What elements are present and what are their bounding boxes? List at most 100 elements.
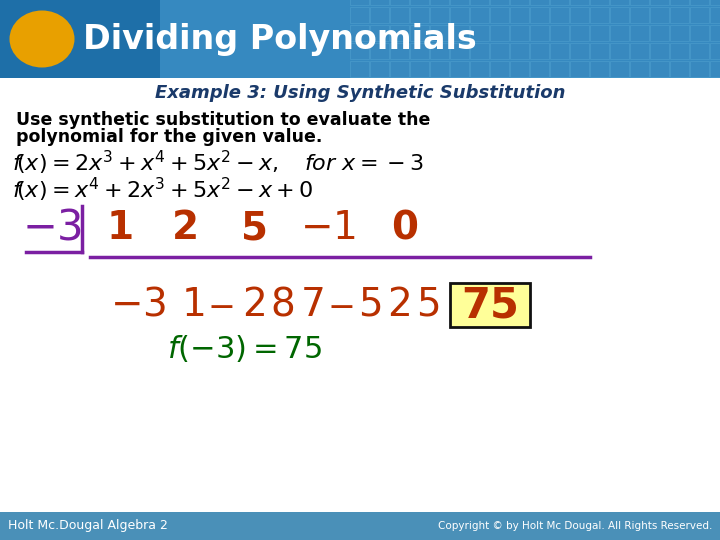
Bar [410,7,429,23]
Text: $f(-3)=75$: $f(-3)=75$ [168,333,323,363]
Bar [430,7,449,23]
Bar [470,61,489,77]
Bar [630,25,649,41]
Bar [550,7,569,23]
Ellipse shape [9,10,74,68]
Bar [510,43,529,59]
Bar [410,0,429,5]
Bar [530,25,549,41]
Bar [590,25,609,41]
Bar [450,0,469,5]
Bar [430,25,449,41]
Bar [410,61,429,77]
Bar [510,7,529,23]
Bar [610,0,629,5]
Bar [570,7,589,23]
Text: $-$: $-$ [207,288,233,321]
Bar [650,43,669,59]
Text: $-3$: $-3$ [110,286,166,324]
Text: Copyright © by Holt Mc Dougal. All Rights Reserved.: Copyright © by Holt Mc Dougal. All Right… [438,521,712,531]
Bar [370,43,389,59]
Bar [490,7,509,23]
Bar [530,7,549,23]
Text: 5: 5 [241,209,269,247]
FancyBboxPatch shape [160,0,720,78]
Bar [510,61,529,77]
Text: 1: 1 [107,209,134,247]
Bar [690,61,709,77]
Text: $f\!\left(x\right)=x^4+2x^3+5x^2-x+0$: $f\!\left(x\right)=x^4+2x^3+5x^2-x+0$ [12,176,313,204]
Text: 2: 2 [171,209,199,247]
Text: $5$: $5$ [359,286,382,324]
Bar [710,61,720,77]
Text: 75: 75 [461,284,519,326]
Bar [470,0,489,5]
Bar [370,0,389,5]
Bar [650,61,669,77]
Bar [490,25,509,41]
Bar [630,0,649,5]
Bar [350,61,369,77]
FancyBboxPatch shape [0,0,720,78]
Bar [570,61,589,77]
Bar [450,43,469,59]
Bar [390,0,409,5]
Text: Example 3: Using Synthetic Substitution: Example 3: Using Synthetic Substitution [155,84,565,102]
Text: $f\!\left(x\right)=2x^3+x^4+5x^2-x,$   for $x=-3$: $f\!\left(x\right)=2x^3+x^4+5x^2-x,$ for… [12,149,424,177]
Bar [470,43,489,59]
Bar [630,43,649,59]
Bar [530,0,549,5]
Text: $2$: $2$ [242,286,264,324]
Text: Holt Mc.Dougal Algebra 2: Holt Mc.Dougal Algebra 2 [8,519,168,532]
Bar [590,7,609,23]
Text: Use synthetic substitution to evaluate the: Use synthetic substitution to evaluate t… [16,111,431,129]
Bar [470,7,489,23]
Bar [450,7,469,23]
Bar [370,25,389,41]
Bar [650,0,669,5]
Bar [590,0,609,5]
Bar [710,25,720,41]
Bar [530,43,549,59]
Bar [490,0,509,5]
Bar [570,0,589,5]
Bar [670,25,689,41]
Bar [430,43,449,59]
Bar [650,25,669,41]
Bar [690,43,709,59]
Text: $5$: $5$ [416,286,440,324]
Bar [710,7,720,23]
Bar [410,43,429,59]
Bar [690,0,709,5]
Bar [530,61,549,77]
Bar [610,25,629,41]
Text: $2$: $2$ [387,286,410,324]
Bar [690,7,709,23]
Bar [390,43,409,59]
Bar [370,7,389,23]
Bar [370,61,389,77]
Bar [350,25,369,41]
Bar [550,61,569,77]
Text: $-1$: $-1$ [300,209,356,247]
Bar [450,25,469,41]
Bar [590,61,609,77]
Bar [550,43,569,59]
Bar [670,43,689,59]
Text: $-$: $-$ [327,288,354,321]
Bar [630,7,649,23]
Bar [490,43,509,59]
Bar [610,61,629,77]
Bar [570,43,589,59]
Bar [610,43,629,59]
Bar [410,25,429,41]
Bar [430,0,449,5]
Bar [350,0,369,5]
Bar [510,25,529,41]
Text: $7$: $7$ [300,286,324,324]
Bar [610,7,629,23]
Bar [470,25,489,41]
Bar [690,25,709,41]
Bar [430,61,449,77]
Bar [670,0,689,5]
